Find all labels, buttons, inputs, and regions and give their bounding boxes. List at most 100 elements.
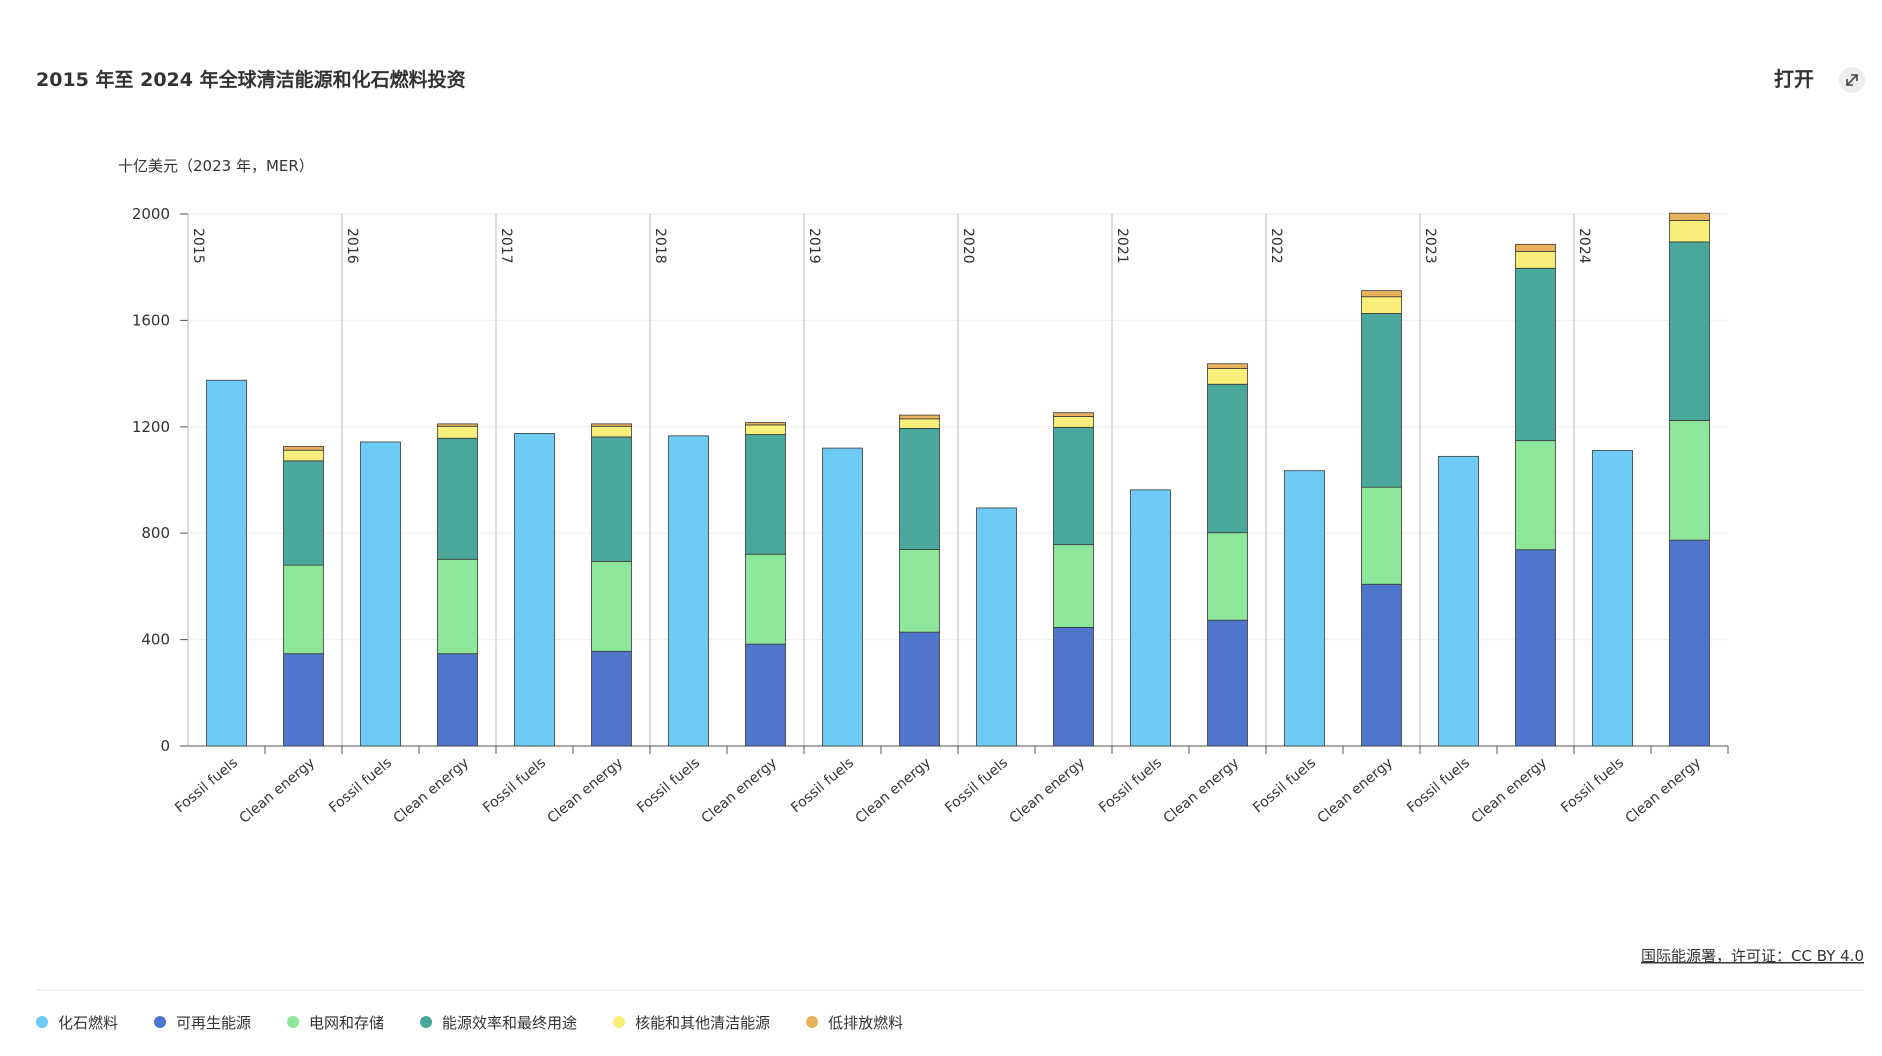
bar-segment — [899, 414, 940, 420]
group-label: 2016 — [344, 228, 360, 264]
bar-segment — [283, 564, 324, 655]
x-tick-label: Fossil fuels — [1558, 755, 1627, 816]
legend-swatch — [287, 1016, 300, 1028]
bar-segment — [283, 460, 324, 566]
source[interactable]: 国际能源署，许可证：CC BY 4.0 — [1641, 947, 1864, 965]
bar-segment — [591, 423, 632, 427]
bar-segment — [899, 549, 940, 633]
bar-segment — [745, 434, 786, 555]
group-label: 2015 — [190, 228, 206, 264]
bar-segment — [283, 653, 324, 747]
bar-segment — [1130, 489, 1171, 747]
x-tick-label: Fossil fuels — [788, 755, 857, 816]
bar-segment — [1515, 251, 1556, 269]
bar-segment — [360, 441, 401, 747]
bar-segment — [1669, 241, 1710, 421]
bar-segment — [591, 560, 632, 652]
y-tick-label: 2000 — [132, 205, 170, 223]
bar-segment — [1053, 412, 1094, 417]
bar-segment — [745, 643, 786, 747]
y-tick-label: 400 — [141, 631, 170, 649]
group-label: 2018 — [652, 228, 668, 264]
x-tick-label: Fossil fuels — [480, 755, 549, 816]
y-tick-label: 0 — [160, 737, 170, 755]
legend-label: 电网和存储 — [309, 1014, 384, 1032]
y-tick-label: 800 — [141, 524, 170, 542]
bar-segment — [1438, 455, 1479, 747]
bar-segment — [899, 427, 940, 550]
bar-segment — [745, 422, 786, 426]
bar-segment — [668, 435, 709, 747]
bar-segment — [1361, 486, 1402, 585]
bar-segment — [283, 446, 324, 451]
bar-segment — [206, 379, 247, 747]
group-label: 2020 — [960, 228, 976, 264]
legend-label: 低排放燃料 — [828, 1014, 903, 1032]
legend-label: 能源效率和最终用途 — [442, 1014, 577, 1032]
bar-segment — [1207, 383, 1248, 534]
x-tick-label: Fossil fuels — [634, 755, 703, 816]
x-tick-label: Fossil fuels — [1404, 755, 1473, 816]
bar-segment — [1669, 212, 1710, 221]
group-label: 2022 — [1268, 228, 1284, 264]
bar-segment — [283, 449, 324, 462]
legend-swatch — [154, 1016, 167, 1028]
bar-segment — [1361, 290, 1402, 298]
bar-segment — [1207, 363, 1248, 369]
open-button[interactable]: 打开 — [1774, 67, 1814, 91]
x-tick-label: Clean energy — [699, 755, 781, 827]
bar-segment — [1361, 313, 1402, 488]
bar-segment — [976, 507, 1017, 747]
bar-segment — [437, 423, 478, 427]
bar-segment — [1361, 296, 1402, 314]
bar-segment — [1207, 532, 1248, 621]
bar-segment — [745, 424, 786, 435]
bar-segment — [1669, 219, 1710, 243]
group-label: 2023 — [1422, 228, 1438, 264]
legend-swatch — [613, 1016, 626, 1028]
chart-title: 2015 年至 2024 年全球清洁能源和化石燃料投资 — [36, 68, 466, 91]
group-label: 2019 — [806, 228, 822, 264]
bar-segment — [1053, 426, 1094, 546]
legend-swatch — [36, 1016, 48, 1028]
bar-segment — [591, 436, 632, 562]
bar-segment — [899, 631, 940, 747]
bar-segment — [1207, 619, 1248, 747]
legend-label: 核能和其他清洁能源 — [635, 1014, 770, 1032]
x-tick-label: Fossil fuels — [172, 755, 241, 816]
bar-segment — [437, 437, 478, 560]
bar-segment — [591, 425, 632, 438]
legend-swatch — [420, 1016, 433, 1028]
bar-segment — [1515, 267, 1556, 442]
y-axis-label: 十亿美元（2023 年，MER） — [118, 157, 314, 175]
legend-label: 化石燃料 — [58, 1014, 118, 1032]
bar-segment — [1592, 450, 1633, 747]
bar-segment — [822, 447, 863, 747]
group-label: 2021 — [1114, 228, 1130, 264]
x-tick-label: Fossil fuels — [942, 755, 1011, 816]
bar-segment — [1053, 626, 1094, 747]
bar-segment — [514, 433, 555, 747]
open-icon-arrow — [1846, 74, 1858, 86]
bar-segment — [745, 553, 786, 645]
bar-segment — [1515, 440, 1556, 551]
x-tick-label: Clean energy — [237, 755, 319, 827]
legend-label: 可再生能源 — [176, 1014, 251, 1032]
x-tick-label: Clean energy — [853, 755, 935, 827]
bar-segment — [1053, 416, 1094, 428]
x-tick-label: Fossil fuels — [326, 755, 395, 816]
x-tick-label: Clean energy — [1315, 755, 1397, 827]
bar-segment — [1515, 243, 1556, 252]
x-tick-label: Clean energy — [1007, 755, 1089, 827]
bar-segment — [437, 558, 478, 655]
y-tick-label: 1600 — [132, 311, 170, 329]
bar-segment — [437, 425, 478, 439]
y-tick-label: 1200 — [132, 418, 170, 436]
bar-segment — [1053, 544, 1094, 628]
bar-segment — [899, 418, 940, 429]
x-tick-label: Clean energy — [1469, 755, 1551, 827]
bar-segment — [1207, 368, 1248, 385]
x-tick-label: Fossil fuels — [1096, 755, 1165, 816]
bar-segment — [437, 653, 478, 747]
